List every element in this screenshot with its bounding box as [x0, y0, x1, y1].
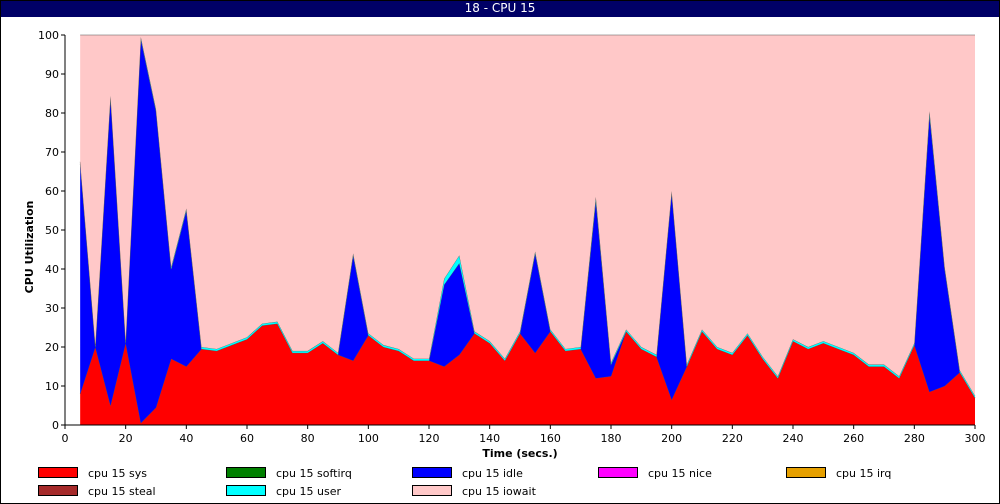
legend-item: cpu 15 nice [598, 467, 712, 480]
legend-label: cpu 15 softirq [276, 467, 352, 480]
y-tick-label: 40 [45, 263, 59, 276]
legend-item: cpu 15 iowait [412, 485, 536, 498]
x-tick-label: 60 [240, 432, 254, 445]
x-tick-label: 40 [179, 432, 193, 445]
x-tick-label: 0 [62, 432, 69, 445]
legend-label: cpu 15 sys [88, 467, 147, 480]
y-tick-label: 80 [45, 107, 59, 120]
y-tick-label: 50 [45, 224, 59, 237]
y-tick-label: 30 [45, 302, 59, 315]
y-tick-label: 100 [38, 29, 59, 42]
legend-swatch [38, 467, 78, 478]
x-tick-label: 200 [661, 432, 682, 445]
legend-item: cpu 15 softirq [226, 467, 352, 480]
plot-areas [79, 34, 976, 425]
x-axis-label: Time (secs.) [482, 447, 557, 460]
legend-item: cpu 15 idle [412, 467, 523, 480]
x-tick-label: 160 [540, 432, 561, 445]
legend-item: cpu 15 sys [38, 467, 147, 480]
y-tick-label: 70 [45, 146, 59, 159]
legend-swatch [226, 467, 266, 478]
legend-swatch [226, 485, 266, 496]
legend-swatch [786, 467, 826, 478]
legend-item: cpu 15 irq [786, 467, 892, 480]
legend-label: cpu 15 steal [88, 485, 156, 498]
legend-label: cpu 15 irq [836, 467, 892, 480]
x-tick-label: 20 [119, 432, 133, 445]
y-tick-label: 10 [45, 380, 59, 393]
x-tick-label: 240 [783, 432, 804, 445]
legend-label: cpu 15 nice [648, 467, 712, 480]
legend-swatch [38, 485, 78, 496]
cpu-utilization-chart: 0 10 20 30 40 50 60 70 80 90 100 0 20 40 60 80 100 120 140… [23, 29, 986, 460]
x-tick-label: 280 [904, 432, 925, 445]
chart-legend: cpu 15 sys cpu 15 softirq cpu 15 idle cpu 1… [0, 462, 1000, 504]
y-axis-label: CPU Utilization [23, 201, 36, 294]
legend-item: cpu 15 user [226, 485, 341, 498]
legend-label: cpu 15 user [276, 485, 341, 498]
x-tick-label: 300 [965, 432, 986, 445]
plot-axes: 0 10 20 30 40 50 60 70 80 90 100 0 20 40 60 80 100 120 140… [38, 29, 986, 445]
window-title-bar: 18 - CPU 15 [0, 0, 1000, 17]
legend-swatch [598, 467, 638, 478]
legend-label: cpu 15 idle [462, 467, 523, 480]
x-tick-label: 140 [479, 432, 500, 445]
x-tick-label: 180 [601, 432, 622, 445]
series-area-0 [80, 323, 975, 425]
legend-label: cpu 15 iowait [462, 485, 536, 498]
legend-swatch [412, 485, 452, 496]
legend-swatch [412, 467, 452, 478]
window-title: 18 - CPU 15 [464, 1, 536, 15]
y-tick-label: 60 [45, 185, 59, 198]
x-tick-label: 80 [301, 432, 315, 445]
legend-item: cpu 15 steal [38, 485, 156, 498]
x-tick-label: 120 [419, 432, 440, 445]
x-tick-label: 220 [722, 432, 743, 445]
y-tick-label: 0 [52, 419, 59, 432]
series-area-7 [80, 35, 975, 396]
y-tick-label: 20 [45, 341, 59, 354]
x-tick-label: 260 [843, 432, 864, 445]
x-tick-label: 100 [358, 432, 379, 445]
y-tick-label: 90 [45, 68, 59, 81]
